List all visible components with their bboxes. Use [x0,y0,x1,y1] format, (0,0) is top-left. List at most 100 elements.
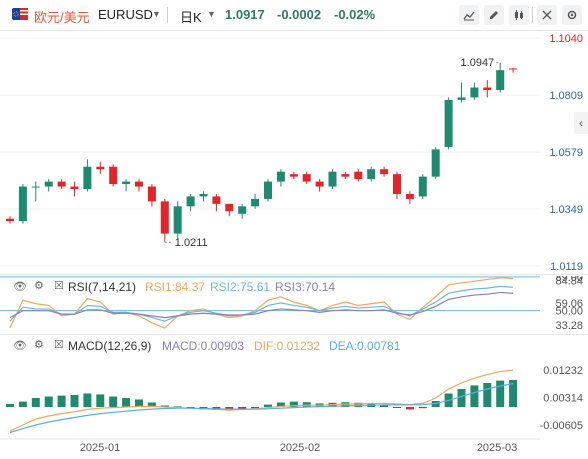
pencil-icon[interactable] [484,5,504,25]
macd-histogram-bar [457,389,466,407]
pair-chinese-name[interactable]: 欧元/美元 [34,10,90,25]
macd-histogram-bar [57,395,66,407]
eye-icon[interactable]: 👁 [13,281,27,293]
candle-body [160,201,169,234]
candle-body [405,193,414,199]
candle-body [289,174,298,177]
macd-histogram-bar [122,398,131,407]
candle-body [225,203,234,212]
period-dropdown-caret-icon[interactable]: ▼ [207,9,216,19]
candle-body [496,70,505,90]
candle-body [302,174,311,182]
candle-body [315,181,324,187]
candle-body [276,171,285,182]
rsi2-value: RSI2:75.61 [210,280,271,294]
candle-body [238,206,247,214]
rsi-y-tick-label: 59.06 [555,298,583,310]
period-selector[interactable]: 日K [180,10,202,25]
candle-body [380,169,389,175]
y-tick-label: 1.0579 [549,147,583,159]
dif-line [9,369,514,432]
candle-body [57,181,66,187]
candle-body [354,171,363,180]
chart-line-icon[interactable] [459,5,479,25]
candle-body [199,193,208,197]
eu-us-flag-icon [12,8,28,20]
candle-body [328,171,337,187]
macd-indicator-name[interactable]: MACD(12,26,9) [68,339,152,353]
x-tick-label: 2025-03 [477,442,517,454]
pair-dropdown-caret-icon[interactable]: ▼ [152,9,161,19]
macd-histogram-bar [147,402,156,407]
candle-body [83,166,92,190]
y-tick-label: 1.0809 [549,90,583,102]
divider [167,7,168,23]
macd-histogram-bar [44,396,53,407]
x-tick-label: 2025-02 [280,442,320,454]
macd-histogram-bar [83,393,92,407]
macd-histogram-bar [496,380,505,407]
pair-code[interactable]: EURUSD [98,7,153,22]
collapse-panel-icon[interactable]: ‹ [574,112,588,134]
macd-histogram-bar [380,404,389,407]
candle-style-icon[interactable] [509,5,529,25]
rsi-y-tick-label: 84.84 [555,276,583,287]
candlestick-chart[interactable]: 1.0947 1.0211 1.1040 1.0809 1.0579 1.0349 1.0… [0,30,588,274]
panel-divider [0,334,588,335]
dif-value: DIF:0.01232 [254,339,321,353]
macd-chart[interactable]: 0.01232 0.00314 -0.00605 2025-01 2025-02 202… [0,335,588,459]
expand-icon[interactable] [537,5,557,25]
candle-body [70,186,79,190]
macd-histogram-bar [96,394,105,407]
gear-icon[interactable]: ⚙ [34,280,44,292]
candle-body [264,181,272,199]
rsi-indicator-name[interactable]: RSI(7,14,21) [68,280,137,294]
macd-histogram-bar [483,383,492,407]
rsi-series-line-1 [9,277,514,329]
macd-histogram-bar [70,395,79,407]
candle-body [470,87,479,98]
candle-body [6,218,14,222]
candle-body [393,174,401,194]
candle-body [31,186,40,188]
candle-body [444,99,453,147]
candle-body [431,149,440,177]
macd-histogram-bar [405,407,414,410]
candle-body [186,196,195,207]
low-price-label: 1.0211 [175,237,208,249]
eye-icon[interactable]: 👁 [13,340,27,352]
rsi-y-tick-label: 89.00 [555,276,583,284]
price-change-percent: -0.02% [334,7,376,22]
candle-body [251,198,260,207]
macd-histogram-bar [238,407,247,410]
macd-histogram-bar [135,399,143,407]
dea-line [9,383,514,434]
gear-icon[interactable]: ⚙ [34,339,44,351]
macd-histogram-bar [393,407,401,408]
candle-body [147,186,156,202]
macd-y-tick-label: -0.00605 [540,420,583,432]
rsi-series-line-3 [9,291,514,319]
y-tick-label: 1.0349 [549,204,583,216]
panel-divider [0,274,588,275]
candle-body [173,206,182,234]
macd-histogram-bar [470,385,479,407]
macd-histogram-bar [289,401,298,407]
macd-histogram-bar [276,402,285,407]
candle-body [418,176,427,197]
rsi-series-line-2 [9,285,514,322]
macd-histogram-bar [418,407,427,409]
divider [532,7,533,23]
candle-body [96,166,105,170]
y-tick-label: 1.0119 [550,261,583,273]
checkbox-icon[interactable]: ☒ [54,280,64,292]
settings-icon[interactable] [562,5,582,25]
candle-body [457,97,466,100]
macd-histogram-bar [173,406,182,408]
rsi3-value: RSI3:70.14 [275,280,336,294]
macd-histogram-bar [251,407,260,409]
checkbox-icon[interactable]: ☒ [54,339,64,351]
macd-histogram-bar [6,404,14,407]
candle-body [44,181,53,187]
